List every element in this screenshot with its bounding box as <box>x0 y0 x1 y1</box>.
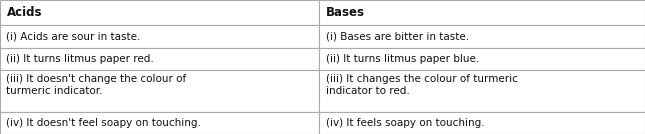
Bar <box>319 0 645 25</box>
Text: (iv) It feels soapy on touching.: (iv) It feels soapy on touching. <box>326 118 484 128</box>
Text: (iii) It changes the colour of turmeric
indicator to red.: (iii) It changes the colour of turmeric … <box>326 74 517 96</box>
Bar <box>0 0 319 25</box>
Bar <box>319 25 645 48</box>
Text: (iii) It doesn't change the colour of
turmeric indicator.: (iii) It doesn't change the colour of tu… <box>6 74 186 96</box>
Bar <box>0 112 319 134</box>
Text: Bases: Bases <box>326 6 364 19</box>
Bar <box>0 70 319 112</box>
Bar <box>0 48 319 70</box>
Text: (ii) It turns litmus paper red.: (ii) It turns litmus paper red. <box>6 54 154 64</box>
Text: (i) Bases are bitter in taste.: (i) Bases are bitter in taste. <box>326 32 469 42</box>
Text: (ii) It turns litmus paper blue.: (ii) It turns litmus paper blue. <box>326 54 479 64</box>
Text: (iv) It doesn't feel soapy on touching.: (iv) It doesn't feel soapy on touching. <box>6 118 201 128</box>
Text: (i) Acids are sour in taste.: (i) Acids are sour in taste. <box>6 32 141 42</box>
Bar <box>0 25 319 48</box>
Bar <box>319 70 645 112</box>
Bar <box>319 48 645 70</box>
Text: Acids: Acids <box>6 6 42 19</box>
Bar <box>319 112 645 134</box>
